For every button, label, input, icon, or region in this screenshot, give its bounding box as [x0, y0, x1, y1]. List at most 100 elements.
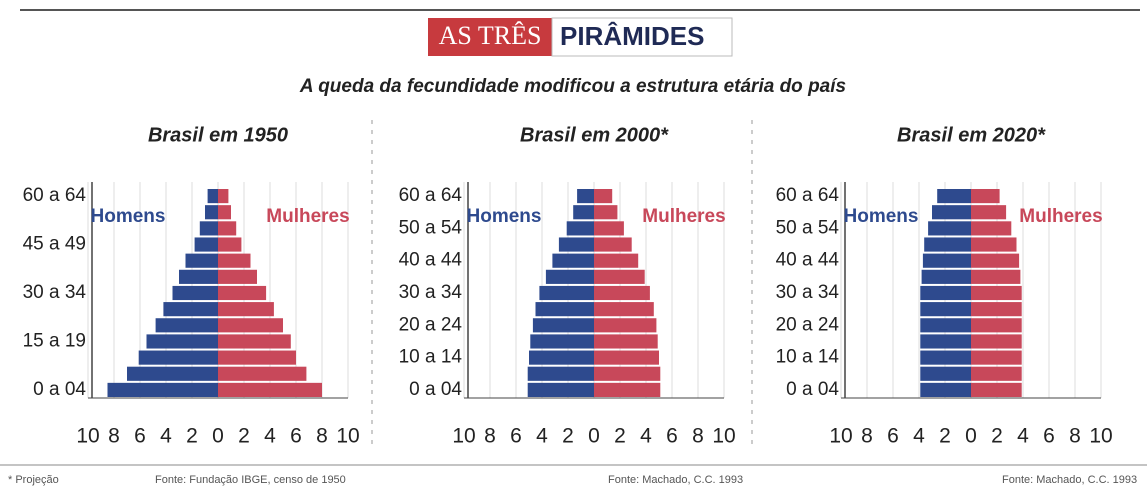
x-tick-label: 8: [861, 425, 873, 448]
bar: [535, 302, 594, 317]
bar: [529, 350, 594, 365]
bar: [594, 318, 657, 333]
bar: [205, 205, 218, 220]
bar: [971, 205, 1007, 220]
source: Fonte: Machado, C.C. 1993: [1002, 474, 1137, 486]
bar: [218, 253, 251, 268]
bar: [920, 318, 971, 333]
x-tick-label: 0: [965, 425, 977, 448]
bar: [218, 269, 257, 284]
x-tick-label: 4: [1017, 425, 1029, 448]
legend-label: Mulheres: [266, 206, 349, 227]
legend-label: Homens: [467, 206, 542, 227]
bar: [545, 269, 594, 284]
bar: [971, 269, 1021, 284]
bar: [920, 285, 971, 301]
bar: [594, 269, 645, 284]
x-tick-label: 0: [588, 425, 600, 448]
footnote: * Projeção: [8, 474, 59, 486]
bar: [573, 205, 594, 220]
x-tick-label: 4: [160, 425, 172, 448]
bar: [921, 269, 971, 284]
legend-label: Mulheres: [642, 206, 725, 227]
x-tick-label: 4: [536, 425, 548, 448]
subtitle: A queda da fecundidade modificou a estru…: [299, 76, 846, 97]
bar: [199, 221, 218, 236]
bar: [594, 285, 650, 301]
y-tick-label: 10 a 14: [776, 347, 840, 368]
bar: [207, 189, 218, 204]
bar: [577, 189, 594, 204]
x-tick-label: 6: [134, 425, 146, 448]
bar: [532, 318, 594, 333]
bar: [218, 318, 283, 333]
bar: [172, 285, 218, 301]
bar: [558, 237, 594, 252]
y-tick-label: 10 a 14: [399, 347, 463, 368]
bar: [971, 302, 1022, 317]
y-tick-label: 0 a 04: [409, 379, 462, 400]
y-tick-label: 15 a 19: [23, 330, 86, 351]
x-tick-label: 8: [1069, 425, 1081, 448]
bar: [971, 366, 1022, 381]
title-box: [428, 18, 552, 56]
x-tick-label: 6: [887, 425, 899, 448]
bar: [594, 237, 632, 252]
y-tick-label: 50 a 54: [776, 217, 840, 238]
bar: [971, 318, 1022, 333]
bar: [920, 350, 971, 365]
bar: [552, 253, 594, 268]
y-tick-label: 20 a 24: [399, 314, 463, 335]
y-tick-label: 30 a 34: [23, 282, 87, 303]
legend-label: Homens: [844, 206, 919, 227]
bar: [566, 221, 594, 236]
x-tick-label: 10: [452, 425, 475, 448]
bar: [146, 334, 218, 349]
bar: [218, 302, 274, 317]
bar: [539, 285, 594, 301]
bar: [218, 221, 237, 236]
bar: [218, 285, 267, 301]
y-tick-label: 50 a 54: [399, 217, 463, 238]
x-tick-label: 8: [316, 425, 328, 448]
bar: [594, 302, 654, 317]
chart-title: Brasil em 2020*: [897, 124, 1046, 146]
bar: [594, 350, 659, 365]
bar: [218, 205, 231, 220]
bar: [971, 334, 1022, 349]
bar: [163, 302, 218, 317]
bar: [530, 334, 594, 349]
x-tick-label: 6: [290, 425, 302, 448]
y-tick-label: 60 a 64: [776, 185, 840, 206]
y-tick-label: 0 a 04: [786, 379, 839, 400]
y-tick-label: 60 a 64: [399, 185, 463, 206]
y-tick-label: 30 a 34: [399, 282, 463, 303]
x-tick-label: 8: [692, 425, 704, 448]
title-box-outline: [551, 17, 733, 57]
bar: [928, 221, 971, 236]
x-tick-label: 2: [238, 425, 250, 448]
bar: [185, 253, 218, 268]
x-tick-label: 6: [510, 425, 522, 448]
y-tick-label: 60 a 64: [23, 185, 87, 206]
bar: [218, 334, 291, 349]
y-tick-label: 30 a 34: [776, 282, 840, 303]
bar: [179, 269, 218, 284]
bar: [218, 382, 322, 397]
y-tick-label: 40 a 44: [776, 250, 840, 271]
bar: [924, 237, 971, 252]
bar: [127, 366, 218, 381]
title-highlight: AS TRÊS: [439, 21, 542, 50]
bar: [920, 302, 971, 317]
x-tick-label: 10: [1089, 425, 1112, 448]
bar: [971, 253, 1020, 268]
x-tick-label: 2: [614, 425, 626, 448]
bar: [932, 205, 971, 220]
source: Fonte: Machado, C.C. 1993: [608, 474, 743, 486]
bar: [218, 350, 296, 365]
chart-title: Brasil em 2000*: [520, 124, 669, 146]
x-tick-label: 6: [666, 425, 678, 448]
x-tick-label: 4: [913, 425, 925, 448]
bar: [594, 189, 613, 204]
